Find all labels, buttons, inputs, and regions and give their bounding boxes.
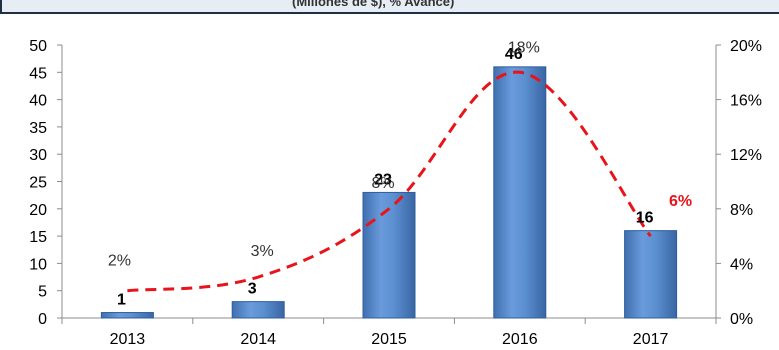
x-tick-label: 2015	[371, 331, 407, 348]
y2-tick-label: 0%	[730, 311, 753, 328]
bar	[493, 66, 547, 319]
bar-value-label: 16	[636, 210, 654, 227]
dashed-trend-line	[127, 70, 652, 293]
y-tick-label: 15	[29, 229, 47, 246]
bar	[624, 230, 678, 319]
bar-series	[100, 66, 678, 319]
line-percent-label: 8%	[371, 175, 394, 192]
y2-tick-label: 4%	[730, 256, 753, 273]
bar-value-label: 1	[117, 292, 126, 309]
y-tick-label: 40	[29, 93, 47, 110]
y-tick-label: 5	[38, 284, 47, 301]
y-tick-label: 35	[29, 120, 47, 137]
y-tick-label: 10	[29, 256, 47, 273]
line-percent-label: 2%	[108, 253, 131, 270]
y-tick-label: 25	[29, 175, 47, 192]
title-strip: (Millones de $), % Avance)	[0, 0, 779, 14]
line-percent-label: 3%	[251, 243, 274, 260]
y2-tick-label: 20%	[730, 38, 762, 55]
x-tick-label: 2017	[633, 331, 669, 348]
y-tick-label: 20	[29, 202, 47, 219]
y-tick-label: 0	[38, 311, 47, 328]
x-tick-label: 2013	[110, 331, 146, 348]
y-tick-label: 45	[29, 65, 47, 82]
line-percent-label: 6%	[669, 193, 692, 210]
y2-tick-label: 12%	[730, 147, 762, 164]
line-percent-label: 18%	[508, 39, 540, 56]
bar-value-label: 46	[505, 46, 523, 63]
bar	[231, 301, 285, 319]
y-tick-label: 30	[29, 147, 47, 164]
bar	[100, 312, 154, 319]
y2-tick-label: 8%	[730, 202, 753, 219]
y-tick-label: 50	[29, 38, 47, 55]
y2-tick-label: 16%	[730, 93, 762, 110]
x-tick-label: 2016	[502, 331, 538, 348]
chart-title: (Millones de $), % Avance)	[292, 0, 455, 9]
bar-value-label: 23	[374, 171, 392, 188]
line-series	[127, 70, 652, 293]
bar-value-label: 3	[248, 281, 257, 298]
x-tick-label: 2014	[240, 331, 276, 348]
bar	[362, 191, 416, 319]
data-labels: 1 3 23 46 16 2% 3% 8% 18% 6%	[108, 39, 692, 308]
